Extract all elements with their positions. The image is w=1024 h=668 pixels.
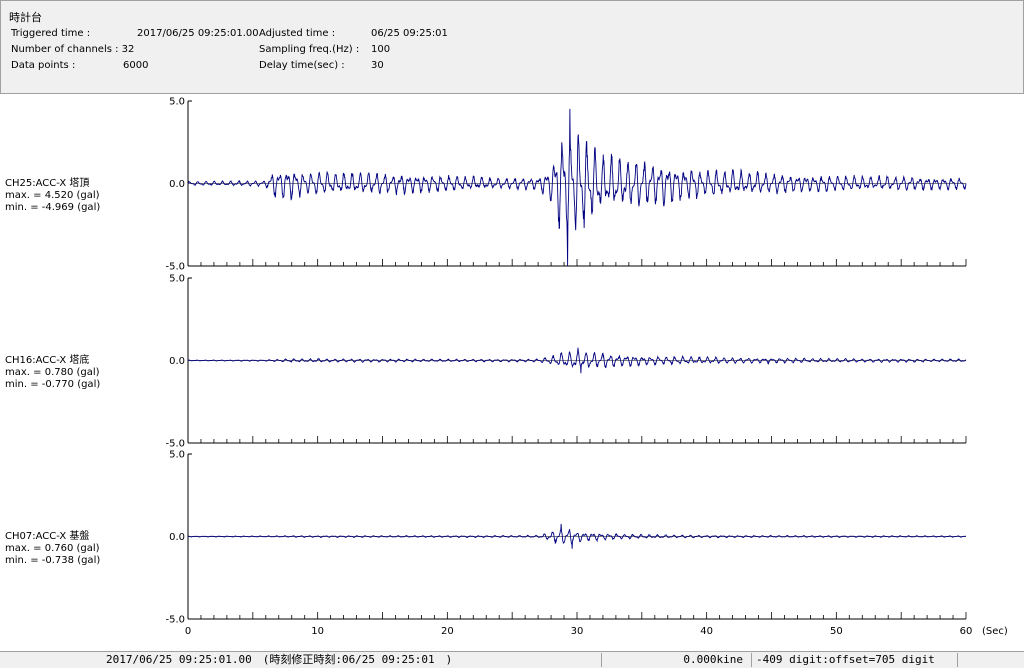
y-tick-label: -5.0 [165,439,185,450]
y-tick-label: 5.0 [169,274,185,285]
channel-name: CH16:ACC-X 塔底 [5,353,89,366]
x-tick-label: 60 [960,626,973,637]
status-digit: -409 digit:offset=705 digit [751,653,957,667]
datapoints-value: 6000 [123,60,149,71]
x-tick-label: 40 [700,626,713,637]
waveform-1 [187,108,967,266]
channels-label: Number of channels : 32 [11,44,135,55]
sampling-freq-label: Sampling freq.(Hz) : [259,44,360,55]
sampling-freq-value: 100 [371,44,391,55]
y-tick-label: 0.0 [169,532,185,543]
x-tick-label: 50 [830,626,843,637]
triggered-time-label: Triggered time : [11,28,91,39]
channel-name: CH07:ACC-X 基盤 [5,529,89,542]
x-tick-label: 0 [185,626,191,637]
y-tick-label: -5.0 [165,615,185,626]
channel-min: min. = -4.969 (gal) [5,202,100,213]
y-tick-label: 5.0 [169,97,185,108]
x-unit-label: (Sec) [982,626,1008,637]
status-velocity: 0.000kine [601,653,751,667]
y-tick-label: 5.0 [169,450,185,461]
x-tick-label: 30 [571,626,584,637]
x-tick-label: 10 [311,626,324,637]
delay-time-value: 30 [371,60,384,71]
window-title: 時計台 [9,11,42,24]
channel-min: min. = -0.770 (gal) [5,379,100,390]
status-bar: 2017/06/25 09:25:01.00 (時刻修正時刻:06/25 09:… [0,651,1024,668]
status-time: 2017/06/25 09:25:01.00 (時刻修正時刻:06/25 09:… [106,653,453,666]
waveform-3 [187,523,967,549]
delay-time-label: Delay time(sec) : [259,60,345,71]
adjusted-time-value: 06/25 09:25:01 [371,28,448,39]
y-tick-label: -5.0 [165,262,185,273]
y-tick-label: 0.0 [169,179,185,190]
x-tick-label: 20 [441,626,454,637]
header-panel: 時計台 Triggered time : 2017/06/25 09:25:01… [0,0,1024,94]
adjusted-time-label: Adjusted time : [259,28,336,39]
channel-max: max. = 0.780 (gal) [5,367,100,378]
triggered-time-value: 2017/06/25 09:25:01.00 [137,28,259,39]
waveform-2 [187,347,967,374]
channel-max: max. = 0.760 (gal) [5,543,100,554]
channel-name: CH25:ACC-X 塔頂 [5,176,89,189]
y-tick-label: 0.0 [169,356,185,367]
channel-min: min. = -0.738 (gal) [5,555,100,566]
channel-max: max. = 4.520 (gal) [5,190,100,201]
datapoints-label: Data points : [11,60,76,71]
status-empty-cell [957,653,1024,667]
